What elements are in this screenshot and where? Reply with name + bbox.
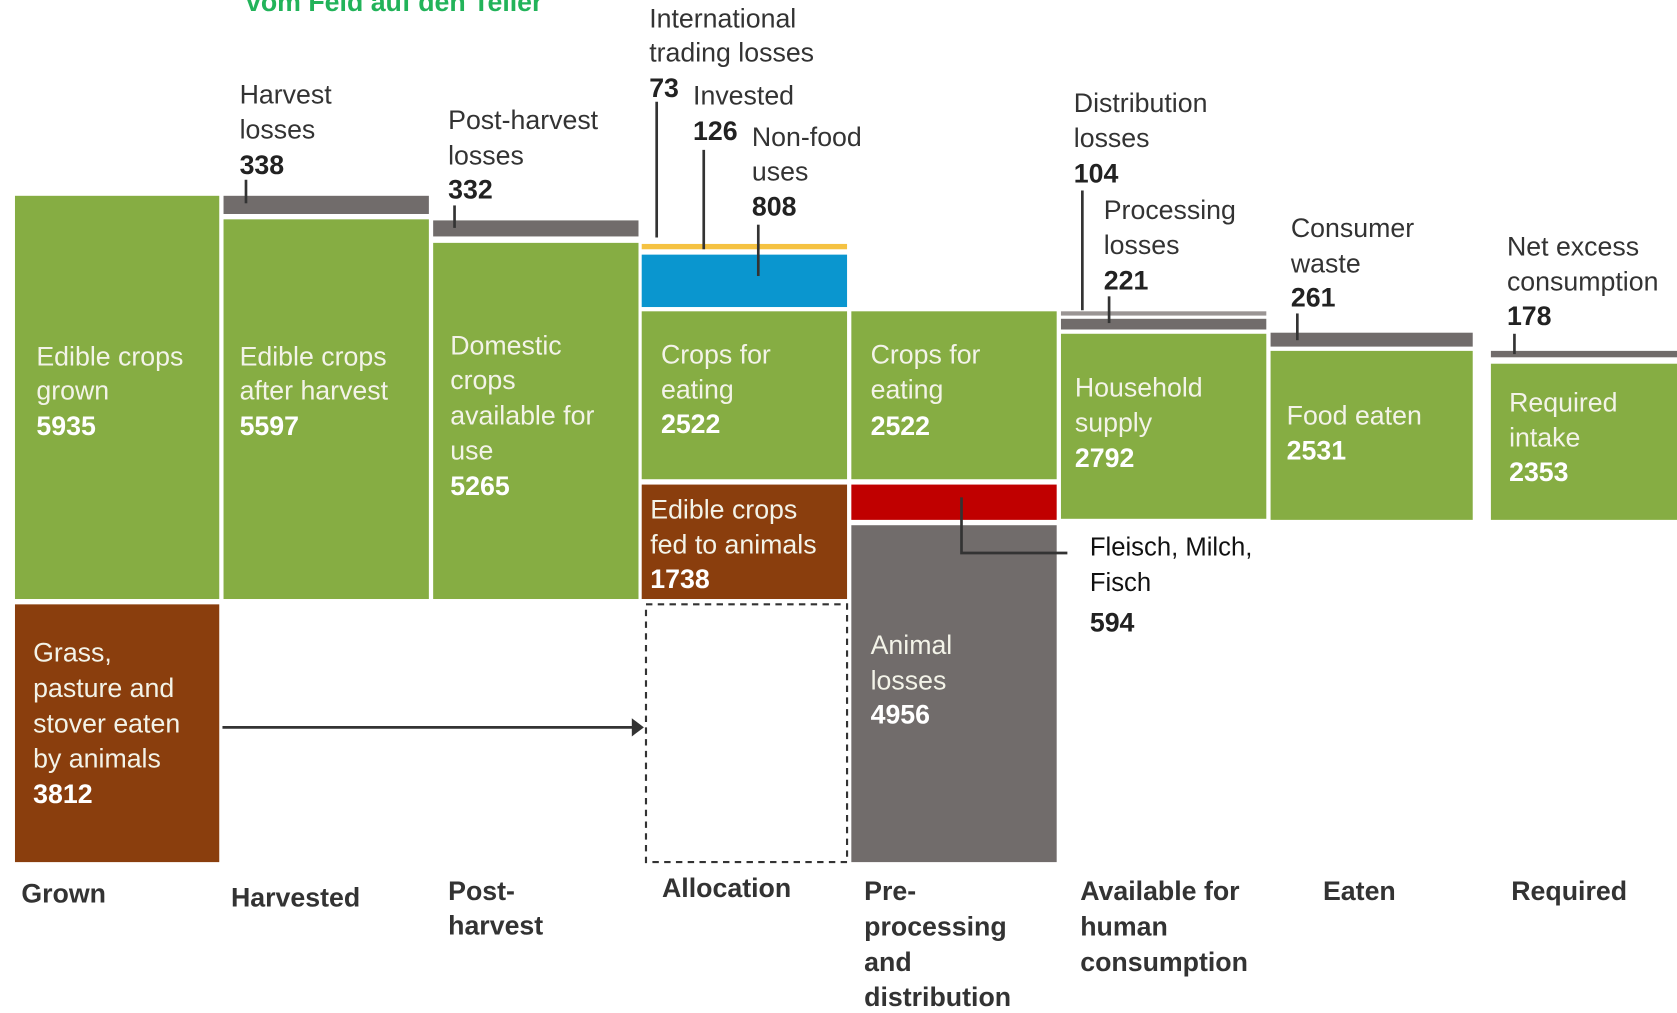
loss-value: 178 — [1507, 301, 1552, 331]
stage-label: human — [1080, 911, 1168, 941]
loss-value: 221 — [1104, 265, 1149, 295]
block-label: intake — [1509, 423, 1580, 453]
annotation-label: Fleisch, Milch, — [1090, 534, 1253, 562]
block-label: eating — [661, 375, 734, 405]
block-label: Edible crops — [650, 494, 797, 524]
block-value: 5935 — [36, 411, 96, 441]
block-value: 5265 — [450, 471, 510, 501]
block-label: available for — [450, 400, 594, 430]
block-label: Edible crops — [240, 341, 387, 371]
loss-value: 808 — [752, 192, 797, 222]
loss-label: Consumer — [1291, 213, 1414, 243]
block-value: 2353 — [1509, 457, 1568, 487]
block-label: stover eaten — [33, 708, 180, 738]
loss-value: 261 — [1291, 283, 1336, 313]
block-label: Edible crops — [36, 341, 183, 371]
loss-label: Non-food — [752, 122, 862, 152]
block-label: use — [450, 436, 493, 466]
block-label: losses — [871, 665, 947, 695]
loss-label: waste — [1290, 248, 1361, 278]
stage-label: consumption — [1080, 947, 1248, 977]
stage-label: Eaten — [1323, 876, 1396, 906]
block-label: Grass, — [33, 638, 112, 668]
stage-label: Pre- — [864, 876, 916, 906]
block-label: Domestic — [450, 331, 561, 361]
stage-label: Grown — [21, 878, 106, 908]
block-label: Food eaten — [1287, 400, 1422, 430]
annotation-value: 594 — [1090, 608, 1135, 638]
loss-label: Harvest — [240, 79, 333, 109]
loss-value: 73 — [649, 73, 679, 103]
block-value: 4956 — [871, 700, 930, 730]
stage-label: Required — [1511, 876, 1627, 906]
title: vom Feld auf den Teller — [246, 0, 542, 17]
loss-label: losses — [448, 140, 524, 170]
stage-label: and — [864, 947, 912, 977]
loss-value: 126 — [693, 116, 738, 146]
block-value: 2531 — [1287, 436, 1347, 466]
loss-value: 332 — [448, 175, 493, 205]
loss-label: Net excess — [1507, 231, 1639, 261]
loss-value: 104 — [1074, 159, 1119, 189]
block-label: eating — [871, 375, 944, 405]
block-label: Animal — [871, 630, 953, 660]
loss-label: losses — [1074, 123, 1150, 153]
stage-label: processing — [864, 911, 1007, 941]
stage-label: Allocation — [662, 873, 791, 903]
loss-label: International — [649, 3, 796, 33]
loss-value: 338 — [240, 150, 285, 180]
block-value: 1738 — [650, 564, 710, 594]
block-value: 5597 — [240, 411, 299, 441]
block-label: after harvest — [240, 376, 389, 406]
block-value: 2792 — [1075, 443, 1134, 473]
loss-label: losses — [240, 115, 316, 145]
block-label: fed to animals — [650, 530, 816, 560]
block-value: 3812 — [33, 779, 92, 809]
block-label: Crops for — [661, 339, 771, 369]
block-label: Required — [1509, 387, 1617, 417]
stage-label: Available for — [1080, 876, 1239, 906]
block-label: Crops for — [871, 339, 981, 369]
block-label: crops — [450, 365, 515, 395]
annotation-label: Fisch — [1090, 569, 1151, 597]
block-value: 2522 — [871, 411, 930, 441]
stage-label: Post- — [448, 876, 515, 906]
loss-label: trading losses — [649, 38, 814, 68]
block-label: by animals — [33, 744, 161, 774]
stage-label: harvest — [448, 910, 543, 940]
loss-label: Post-harvest — [448, 105, 599, 135]
block-value: 2522 — [661, 409, 720, 439]
stage-label: Harvested — [231, 883, 360, 913]
block-label: pasture and — [33, 673, 174, 703]
loss-label: Distribution — [1074, 88, 1208, 118]
shapes — [14, 101, 1677, 864]
block-label: grown — [36, 376, 109, 406]
loss-label: uses — [752, 156, 808, 186]
loss-label: losses — [1104, 230, 1180, 260]
block-label: supply — [1075, 408, 1153, 438]
block-label: Household — [1075, 372, 1203, 402]
loss-label: consumption — [1507, 267, 1659, 297]
stage-label: distribution — [864, 982, 1011, 1012]
loss-label: Processing — [1104, 195, 1236, 225]
loss-label: Invested — [693, 80, 794, 110]
